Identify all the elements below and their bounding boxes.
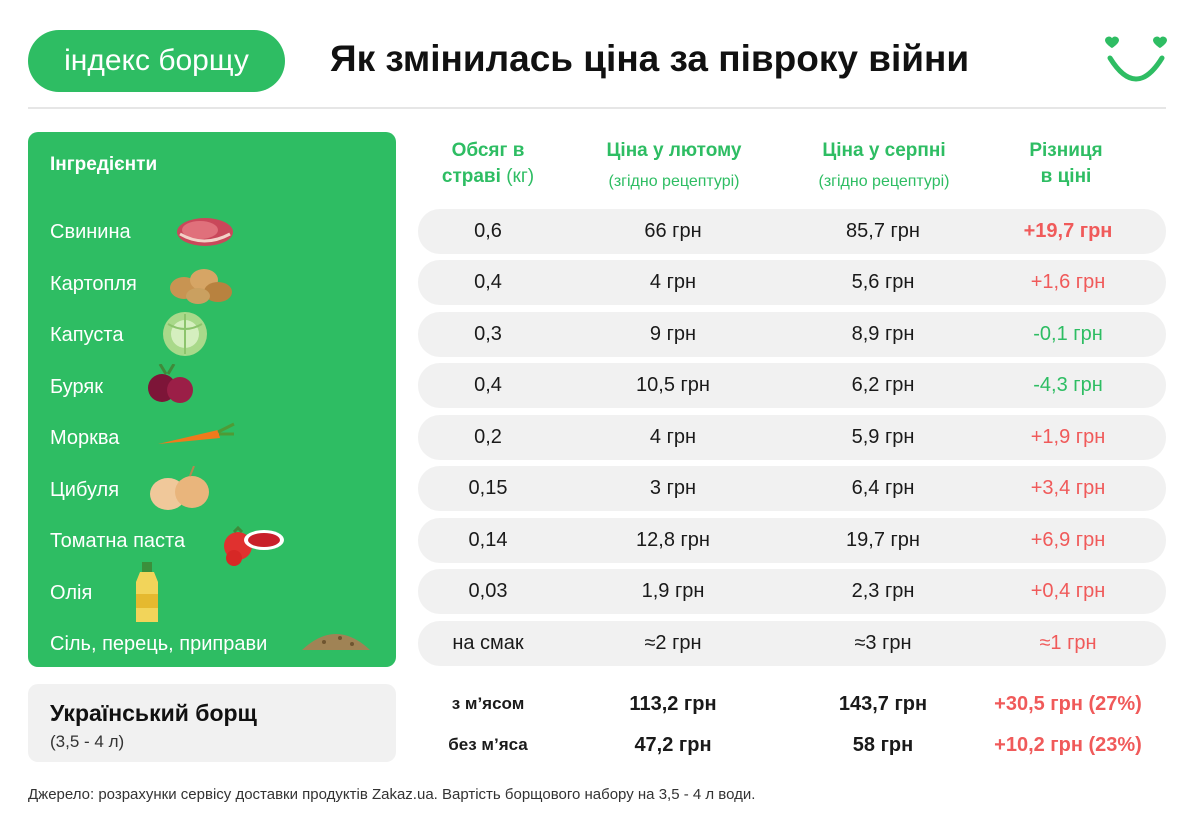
diff-cell: +19,7 грн bbox=[1023, 220, 1113, 242]
summary-feb-cell: 113,2 грн bbox=[629, 693, 717, 715]
column-header-aug-sub: (згідно рецептурі) bbox=[818, 173, 950, 190]
diff-cell: -4,3 грн bbox=[1033, 374, 1103, 396]
table-row: 0,2 4 грн 5,9 грн +1,9 грн bbox=[418, 415, 1166, 460]
volume-cell: 0,6 bbox=[474, 220, 502, 242]
brand-badge: індекс борщу bbox=[28, 30, 285, 92]
ingredient-label: Морква bbox=[50, 427, 120, 449]
carrot-icon bbox=[158, 422, 235, 444]
tomato-paste-icon bbox=[224, 525, 284, 566]
spices-icon bbox=[302, 634, 370, 650]
aug-price-cell: 8,9 грн bbox=[851, 323, 915, 345]
volume-cell: 0,4 bbox=[474, 374, 502, 396]
column-header-aug: Ціна у серпні (згідно рецептурі) bbox=[794, 138, 974, 200]
volume-cell: 0,14 bbox=[468, 529, 508, 551]
table-row: 0,14 12,8 грн 19,7 грн +6,9 грн bbox=[418, 518, 1166, 563]
potato-icon bbox=[170, 269, 232, 304]
column-header-diff: Різниця в ціні bbox=[996, 138, 1136, 190]
summary-panel: Український борщ (3,5 - 4 л) bbox=[28, 684, 396, 762]
column-header-volume-line2: страві bbox=[441, 166, 501, 187]
summary-diff-cell: +10,2 грн (23%) bbox=[994, 734, 1142, 756]
ingredients-heading: Інгредієнти bbox=[50, 154, 158, 175]
table-row: 0,6 66 грн 85,7 грн +19,7 грн bbox=[418, 209, 1166, 254]
summary-subtitle: (3,5 - 4 л) bbox=[50, 732, 125, 751]
feb-price-cell: 9 грн bbox=[649, 323, 697, 345]
aug-price-cell: 5,9 грн bbox=[851, 426, 915, 448]
volume-cell: 0,3 bbox=[474, 323, 502, 345]
summary-aug-cell: 143,7 грн bbox=[838, 693, 928, 715]
page-title: Як змінилась ціна за півроку війни bbox=[330, 38, 970, 79]
table-row: 0,4 4 грн 5,6 грн +1,6 грн bbox=[418, 260, 1166, 305]
table-row: 0,3 9 грн 8,9 грн -0,1 грн bbox=[418, 312, 1166, 357]
ingredient-label: Свинина bbox=[50, 221, 131, 243]
volume-cell: 0,03 bbox=[468, 580, 508, 602]
beet-icon bbox=[148, 364, 193, 403]
header-divider bbox=[28, 107, 1166, 109]
pork-icon bbox=[177, 218, 233, 246]
diff-cell: +3,4 грн bbox=[1030, 477, 1106, 499]
column-header-volume: Обсяг в страві (кг) bbox=[428, 138, 548, 190]
volume-cell: на смак bbox=[452, 632, 524, 654]
ingredient-label: Капуста bbox=[50, 324, 124, 346]
summary-title: Український борщ bbox=[50, 700, 257, 726]
diff-cell: +1,9 грн bbox=[1030, 426, 1106, 448]
column-header-volume-line1: Обсяг в bbox=[451, 140, 525, 161]
onion-icon bbox=[150, 466, 209, 510]
table-row: на смак ≈2 грн ≈3 грн ≈1 грн bbox=[418, 621, 1166, 666]
diff-cell: -0,1 грн bbox=[1033, 323, 1103, 345]
feb-price-cell: 4 грн bbox=[649, 426, 697, 448]
column-header-feb-label: Ціна у лютому bbox=[606, 140, 742, 161]
feb-price-cell: 10,5 грн bbox=[636, 374, 710, 396]
ingredients-panel: Інгредієнти Свинина Картопля Капуста Бур… bbox=[28, 132, 396, 667]
aug-price-cell: 6,2 грн bbox=[851, 374, 915, 396]
ingredient-label: Томатна паста bbox=[50, 530, 186, 552]
ingredient-label: Олія bbox=[50, 582, 93, 604]
feb-price-cell: ≈2 грн bbox=[644, 632, 702, 654]
source-note: Джерело: розрахунки сервісу доставки про… bbox=[28, 786, 756, 803]
ingredient-label: Картопля bbox=[50, 273, 137, 295]
aug-price-cell: 5,6 грн bbox=[851, 271, 915, 293]
feb-price-cell: 66 грн bbox=[644, 220, 702, 242]
feb-price-cell: 3 грн bbox=[649, 477, 697, 499]
feb-price-cell: 12,8 грн bbox=[636, 529, 710, 551]
volume-cell: 0,4 bbox=[474, 271, 502, 293]
ingredient-label: Сіль, перець, приправи bbox=[50, 633, 268, 655]
aug-price-cell: 2,3 грн bbox=[851, 580, 915, 602]
aug-price-cell: ≈3 грн bbox=[854, 632, 912, 654]
summary-row-label: без м’яса bbox=[448, 735, 528, 754]
table-row: 0,15 3 грн 6,4 грн +3,4 грн bbox=[418, 466, 1166, 511]
cabbage-icon bbox=[163, 312, 207, 356]
diff-cell: +0,4 грн bbox=[1030, 580, 1106, 602]
diff-cell: +6,9 грн bbox=[1030, 529, 1106, 551]
column-header-diff-line1: Різниця bbox=[1029, 140, 1103, 161]
oil-bottle-icon bbox=[136, 562, 158, 622]
summary-row: з м’ясом 113,2 грн 143,7 грн +30,5 грн (… bbox=[418, 686, 1166, 722]
smiley-hearts-logo bbox=[1105, 36, 1167, 82]
volume-cell: 0,2 bbox=[474, 426, 502, 448]
summary-row-label: з м’ясом bbox=[451, 694, 525, 713]
column-header-volume-unit: (кг) bbox=[506, 166, 535, 187]
feb-price-cell: 4 грн bbox=[649, 271, 697, 293]
summary-diff-cell: +30,5 грн (27%) bbox=[994, 693, 1142, 715]
aug-price-cell: 85,7 грн bbox=[846, 220, 920, 242]
column-header-feb-sub: (згідно рецептурі) bbox=[608, 173, 740, 190]
table-row: 0,4 10,5 грн 6,2 грн -4,3 грн bbox=[418, 363, 1166, 408]
diff-cell: ≈1 грн bbox=[1039, 632, 1097, 654]
column-header-feb: Ціна у лютому (згідно рецептурі) bbox=[584, 138, 764, 200]
summary-aug-cell: 58 грн bbox=[852, 734, 914, 756]
volume-cell: 0,15 bbox=[468, 477, 508, 499]
column-header-diff-line2: в ціні bbox=[1040, 166, 1092, 187]
summary-row: без м’яса 47,2 грн 58 грн +10,2 грн (23%… bbox=[418, 727, 1166, 763]
diff-cell: +1,6 грн bbox=[1030, 271, 1106, 293]
column-header-aug-label: Ціна у серпні bbox=[822, 140, 946, 161]
aug-price-cell: 6,4 грн bbox=[851, 477, 915, 499]
ingredient-label: Буряк bbox=[50, 376, 103, 398]
ingredient-label: Цибуля bbox=[50, 479, 120, 501]
summary-feb-cell: 47,2 грн bbox=[634, 734, 712, 756]
table-row: 0,03 1,9 грн 2,3 грн +0,4 грн bbox=[418, 569, 1166, 614]
aug-price-cell: 19,7 грн bbox=[846, 529, 920, 551]
feb-price-cell: 1,9 грн bbox=[641, 580, 705, 602]
